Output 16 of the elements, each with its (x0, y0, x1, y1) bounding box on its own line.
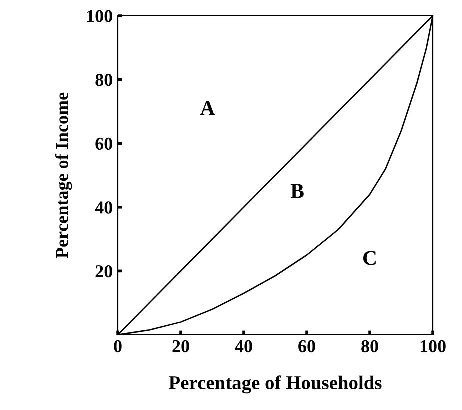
y-tick-label: 100 (88, 10, 112, 22)
annotation: A (200, 101, 216, 116)
x-tick-label: 80 (362, 340, 378, 353)
x-tick-label: 40 (235, 340, 252, 353)
x-tick-label: 100 (420, 340, 446, 353)
x-tick-label: 60 (298, 340, 316, 353)
x-tick-label: 0 (114, 340, 122, 353)
y-tick-label: 20 (96, 265, 112, 278)
x-tick-label: 20 (172, 340, 190, 353)
x-axis-title: Percentage of Households (169, 376, 382, 394)
y-tick-label: 80 (96, 74, 112, 86)
annotation: B (290, 184, 304, 198)
y-tick-label: 40 (95, 202, 112, 214)
y-tick-label: 60 (96, 138, 112, 150)
annotation: C (363, 251, 376, 266)
y-axis-title: Percentage of Income (55, 92, 72, 258)
